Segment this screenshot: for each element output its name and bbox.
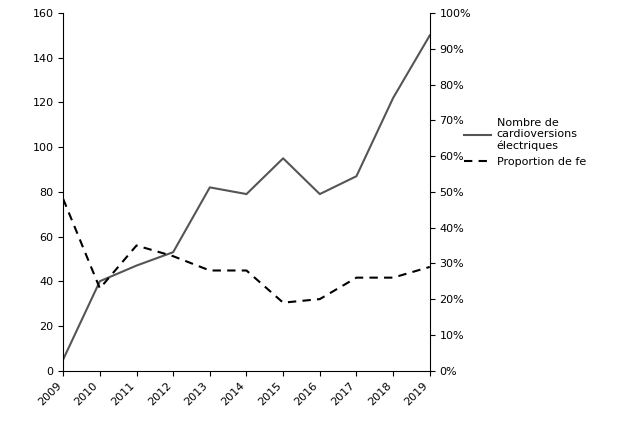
Proportion de fe	[316, 296, 324, 302]
Nombre de
cardioversions
électriques	[96, 279, 104, 284]
Nombre de
cardioversions
électriques	[426, 33, 434, 38]
Proportion de fe	[279, 300, 287, 305]
Line: Proportion de fe: Proportion de fe	[63, 199, 430, 303]
Proportion de fe	[169, 254, 177, 259]
Proportion de fe	[96, 286, 104, 291]
Proportion de fe	[206, 268, 214, 273]
Nombre de
cardioversions
électriques	[206, 185, 214, 190]
Nombre de
cardioversions
électriques	[243, 191, 250, 197]
Proportion de fe	[389, 275, 397, 280]
Proportion de fe	[59, 196, 67, 201]
Nombre de
cardioversions
électriques	[316, 191, 324, 197]
Proportion de fe	[243, 268, 250, 273]
Legend: Nombre de
cardioversions
électriques, Proportion de fe: Nombre de cardioversions électriques, Pr…	[459, 113, 590, 171]
Proportion de fe	[133, 243, 140, 248]
Line: Nombre de
cardioversions
électriques: Nombre de cardioversions électriques	[63, 35, 430, 359]
Nombre de
cardioversions
électriques	[279, 156, 287, 161]
Proportion de fe	[353, 275, 360, 280]
Nombre de
cardioversions
électriques	[59, 357, 67, 362]
Nombre de
cardioversions
électriques	[389, 95, 397, 101]
Nombre de
cardioversions
électriques	[169, 249, 177, 255]
Nombre de
cardioversions
électriques	[133, 263, 140, 268]
Proportion de fe	[426, 264, 434, 269]
Nombre de
cardioversions
électriques	[353, 174, 360, 179]
